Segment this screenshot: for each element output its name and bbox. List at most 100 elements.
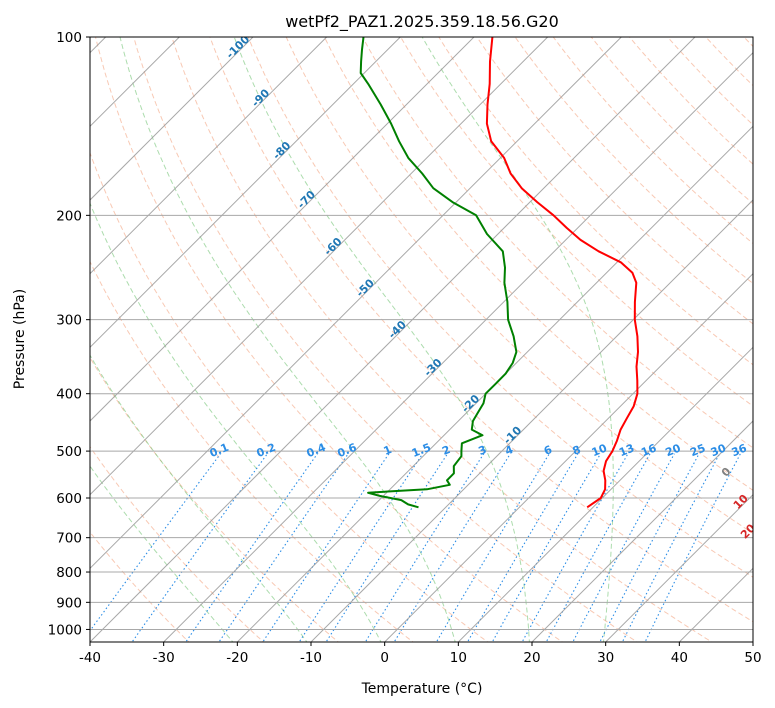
mixing-ratio-label: 0.1 — [208, 441, 231, 460]
mixing-ratio-label: 1 — [382, 443, 394, 458]
y-tick-label: 800 — [56, 565, 82, 581]
isotherm-label: -80 — [270, 139, 293, 162]
dry-adiabat — [90, 260, 414, 642]
isotherm — [90, 37, 475, 422]
x-tick-label: 0 — [380, 650, 389, 666]
dry-adiabat — [90, 151, 489, 642]
mixing-ratio-line — [185, 453, 318, 642]
x-axis-label: Temperature (°C) — [361, 681, 483, 697]
isotherm — [90, 37, 401, 349]
isotherm — [90, 37, 549, 496]
y-tick-label: 200 — [56, 208, 82, 224]
isotherm — [752, 641, 753, 642]
moist-adiabat — [90, 202, 382, 642]
dry-adiabat — [400, 37, 753, 407]
moist-adiabat — [90, 465, 234, 642]
isotherm — [163, 51, 753, 642]
isotherm-label: -10 — [501, 424, 524, 447]
theta-label: 30 — [751, 553, 771, 573]
isotherm-label: -60 — [321, 235, 344, 258]
x-tick-label: -40 — [79, 650, 101, 666]
dry-adiabat — [590, 37, 753, 205]
dry-adiabat — [514, 37, 753, 285]
dry-adiabat — [247, 37, 753, 578]
y-tick-label: 400 — [56, 387, 82, 403]
mixing-ratio-line — [131, 453, 268, 642]
mixing-ratio-line — [393, 453, 511, 642]
theta-label: 40 — [761, 583, 775, 603]
x-axis-ticks: -40 -30 -20 -10 0 10 20 30 40 50 — [79, 642, 762, 666]
mixing-ratio-line — [572, 453, 675, 642]
x-tick-label: 50 — [744, 650, 761, 666]
dry-adiabat — [323, 37, 753, 491]
x-tick-label: -30 — [153, 650, 175, 666]
mixing-ratio-line — [298, 453, 424, 642]
y-axis-ticks: 100 200 300 400 500 600 700 800 900 1000 — [48, 30, 90, 638]
theta-label: 10 — [731, 492, 751, 512]
mixing-ratio-label: 30 — [709, 441, 728, 459]
mixing-ratio-label: 2 — [440, 443, 452, 458]
isotherm — [90, 37, 254, 201]
isotherm — [457, 346, 753, 642]
mixing-ratio-label: 8 — [571, 443, 583, 458]
mixing-ratio-label: 36 — [730, 441, 749, 459]
mixing-ratio-label: 25 — [688, 442, 707, 460]
mixing-ratio-label: 20 — [664, 441, 683, 459]
mixing-ratio-line — [325, 453, 449, 642]
temperature-profile-line — [485, 37, 639, 509]
x-tick-label: 40 — [671, 650, 688, 666]
mixing-ratio-label: 0.4 — [305, 441, 328, 460]
isotherm-label: -30 — [421, 356, 444, 379]
isotherm — [90, 37, 328, 275]
dry-adiabat — [438, 37, 753, 366]
isotherm-label: -90 — [249, 86, 272, 109]
mixing-ratio-label: 3 — [476, 443, 488, 458]
theta-label: 20 — [738, 521, 758, 541]
isotherm — [310, 199, 753, 642]
dry-adiabat — [90, 445, 265, 642]
theta-label: 0 — [719, 465, 734, 480]
moist-adiabat — [421, 37, 614, 642]
mixing-ratio-label: 0.6 — [336, 441, 359, 460]
mixing-ratio-label: 6 — [542, 443, 554, 458]
moist-adiabat — [233, 37, 530, 642]
y-axis-label: Pressure (hPa) — [12, 289, 28, 389]
chart-title: wetPf2_PAZ1.2025.359.18.56.G20 — [285, 12, 559, 32]
x-tick-label: -20 — [226, 650, 248, 666]
isotherm-label: -70 — [295, 188, 318, 211]
mixing-ratio-line — [435, 453, 550, 642]
y-tick-label: 700 — [56, 531, 82, 547]
isotherm — [384, 272, 753, 642]
isotherm — [90, 37, 622, 570]
dewpoint-profile-line — [359, 37, 518, 509]
y-tick-label: 300 — [56, 313, 82, 329]
dry-adiabat — [90, 356, 340, 642]
dry-adiabat — [666, 37, 753, 126]
dry-adiabat — [133, 37, 638, 642]
plot-frame — [89, 36, 754, 643]
mixing-ratio-line — [545, 453, 651, 642]
y-tick-label: 1000 — [48, 622, 82, 638]
y-tick-label: 600 — [56, 491, 82, 507]
isotherm-label: -50 — [354, 276, 377, 299]
dry-adiabat — [476, 37, 753, 325]
isotherm — [605, 493, 753, 642]
isotherm — [531, 420, 753, 642]
dry-adiabat — [769, 24, 775, 645]
y-tick-label: 500 — [56, 444, 82, 460]
mixing-ratio-line — [364, 453, 485, 642]
dry-adiabat — [705, 37, 753, 87]
mixing-ratio-label: 1.5 — [410, 441, 433, 460]
dry-adiabat — [90, 531, 190, 642]
pressure-gridlines — [90, 36, 753, 630]
moist-adiabat — [90, 354, 308, 642]
mixing-ratio-line — [262, 453, 390, 642]
mixing-ratio-label: 4 — [503, 443, 515, 458]
reference-line-labels: -100-90-80-70-60-50-40-30-20-100.1 0.2 0.4… — [208, 37, 775, 603]
mixing-ratio-label: 16 — [639, 441, 658, 459]
x-tick-label: 20 — [523, 650, 540, 666]
x-tick-label: -10 — [300, 650, 322, 666]
dry-adiabat — [285, 37, 753, 534]
dry-adiabat — [361, 37, 753, 449]
mixing-ratio-label: 10 — [590, 441, 609, 459]
